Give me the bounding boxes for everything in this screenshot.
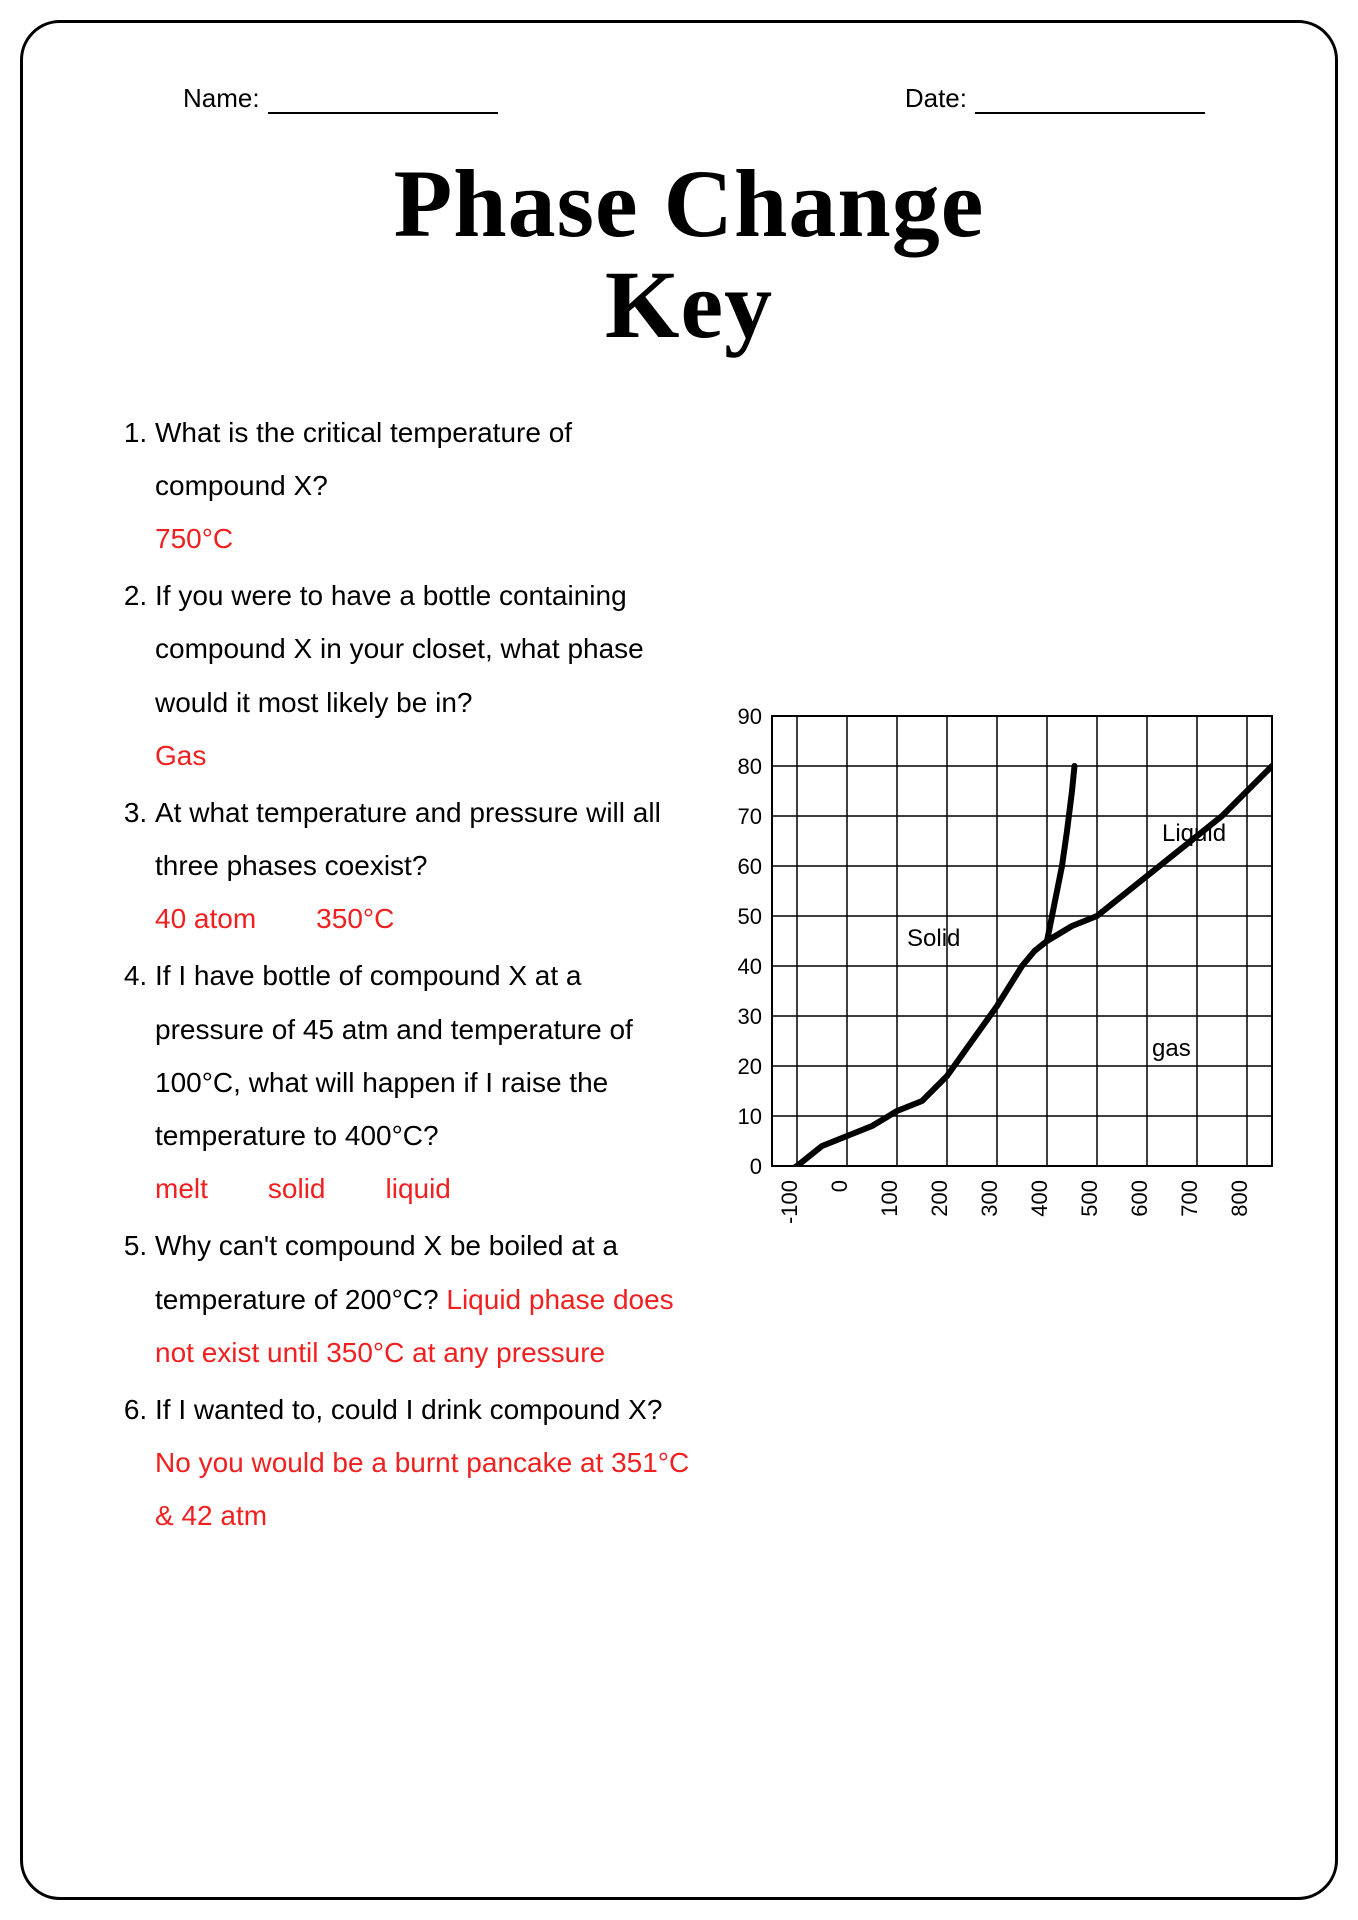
title-line1: Phase Change <box>113 154 1265 255</box>
question-item: If I wanted to, could I drink compound X… <box>155 1383 692 1543</box>
answer-text: liquid <box>386 1162 451 1215</box>
svg-text:400: 400 <box>1027 1180 1052 1217</box>
question-item: If I have bottle of compound X at a pres… <box>155 949 692 1215</box>
svg-text:0: 0 <box>750 1154 762 1179</box>
svg-text:50: 50 <box>738 904 762 929</box>
question-text: If you were to have a bottle containing … <box>155 580 644 717</box>
svg-text:0: 0 <box>827 1180 852 1192</box>
svg-text:40: 40 <box>738 954 762 979</box>
svg-text:600: 600 <box>1127 1180 1152 1217</box>
date-label: Date: <box>905 83 967 114</box>
answer-text: 750°C <box>155 523 233 554</box>
svg-text:gas: gas <box>1152 1035 1191 1062</box>
svg-text:60: 60 <box>738 854 762 879</box>
svg-text:Liquid: Liquid <box>1162 820 1226 847</box>
answer-row: melt solid liquid <box>155 1162 692 1215</box>
date-underline <box>975 85 1205 114</box>
question-text: If I have bottle of compound X at a pres… <box>155 960 633 1151</box>
content-row: What is the critical temperature of comp… <box>113 406 1265 1547</box>
name-label: Name: <box>183 83 260 114</box>
svg-text:70: 70 <box>738 804 762 829</box>
svg-text:Solid: Solid <box>907 925 960 952</box>
title-line2: Key <box>113 255 1265 356</box>
page-title: Phase Change Key <box>113 154 1265 356</box>
question-text: What is the critical temperature of comp… <box>155 417 572 501</box>
answer-text: Gas <box>155 740 206 771</box>
question-item: What is the critical temperature of comp… <box>155 406 692 566</box>
svg-text:10: 10 <box>738 1104 762 1129</box>
svg-text:90: 90 <box>738 706 762 729</box>
svg-text:20: 20 <box>738 1054 762 1079</box>
svg-text:80: 80 <box>738 754 762 779</box>
answer-text: melt <box>155 1162 208 1215</box>
svg-text:200: 200 <box>927 1180 952 1217</box>
svg-text:500: 500 <box>1077 1180 1102 1217</box>
svg-text:100: 100 <box>877 1180 902 1217</box>
chart-column: Solid Liquid gas 0 10 20 30 40 50 60 70 80 90 -100 0 10… <box>712 406 1265 1547</box>
date-field: Date: <box>905 83 1205 114</box>
svg-text:30: 30 <box>738 1004 762 1029</box>
question-item: Why can't compound X be boiled at a temp… <box>155 1219 692 1379</box>
question-text: At what temperature and pressure will al… <box>155 797 661 881</box>
questions-column: What is the critical temperature of comp… <box>113 406 712 1547</box>
header-row: Name: Date: <box>113 83 1265 114</box>
svg-text:300: 300 <box>977 1180 1002 1217</box>
question-text: If I wanted to, could I drink compound X… <box>155 1394 662 1425</box>
phase-diagram-wrap: Solid Liquid gas 0 10 20 30 40 50 60 70 80 90 -100 0 10… <box>712 706 1292 1266</box>
name-field: Name: <box>183 83 498 114</box>
answer-text: No you would be a burnt pancake at 351°C… <box>155 1447 689 1531</box>
svg-text:800: 800 <box>1227 1180 1252 1217</box>
answer-text: solid <box>268 1162 326 1215</box>
svg-text:700: 700 <box>1177 1180 1202 1217</box>
answer-text: 40 atom <box>155 892 256 945</box>
answer-row: 40 atom 350°C <box>155 892 692 945</box>
name-underline <box>268 85 498 114</box>
question-list: What is the critical temperature of comp… <box>113 406 692 1543</box>
question-item: If you were to have a bottle containing … <box>155 569 692 782</box>
svg-text:-100: -100 <box>777 1180 802 1224</box>
question-item: At what temperature and pressure will al… <box>155 786 692 946</box>
worksheet-page: Name: Date: Phase Change Key What is the… <box>20 20 1338 1900</box>
phase-diagram: Solid Liquid gas 0 10 20 30 40 50 60 70 80 90 -100 0 10… <box>712 706 1312 1266</box>
answer-text: 350°C <box>316 892 394 945</box>
